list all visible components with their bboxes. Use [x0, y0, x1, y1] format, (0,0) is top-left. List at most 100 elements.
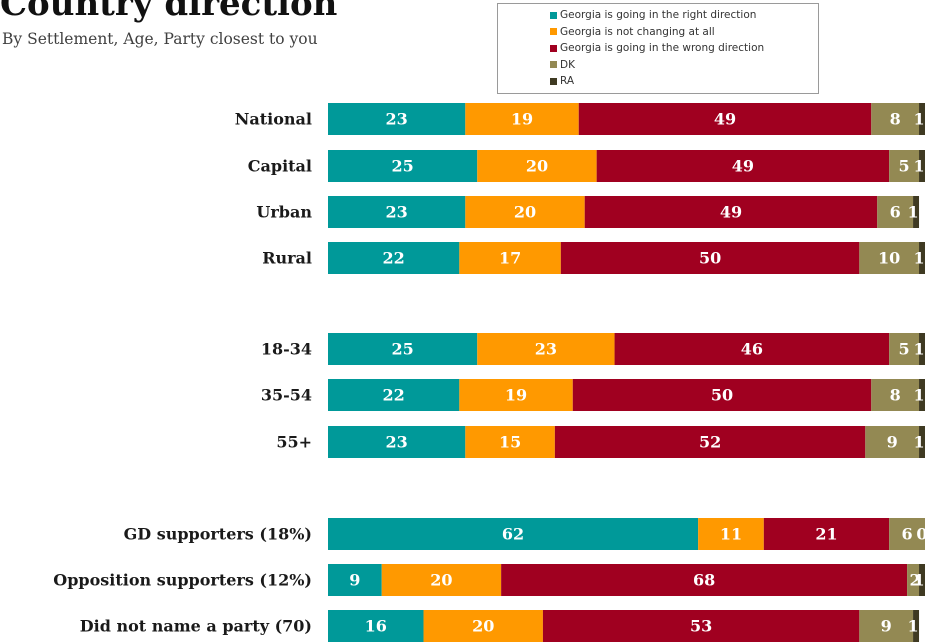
value-label-capital-s1: 20: [526, 157, 548, 176]
value-label-did-not-name-a-party-70-s4: 1: [907, 617, 918, 636]
value-label-35-54-s3: 8: [890, 386, 901, 405]
bar-segment-did-not-name-a-party-70-s0: [328, 610, 424, 642]
value-label-35-54-s0: 22: [383, 386, 405, 405]
legend-swatch-wrong-direction: [550, 44, 557, 52]
bar-segment-35-54-s1: [459, 379, 573, 411]
bar-segment-capital-s2: [596, 150, 890, 182]
value-label-urban-s3: 6: [890, 203, 901, 222]
value-label-opposition-supporters-12-s3: 2: [909, 571, 920, 590]
bar-segment-55-s0: [328, 426, 466, 458]
legend-label-not-changing: Georgia is not changing at all: [560, 25, 715, 38]
bar-segment-35-54-s0: [328, 379, 460, 411]
bar-segment-urban-s4: [913, 196, 920, 228]
legend-item-wrong-direction: Georgia is going in the wrong direction: [550, 40, 818, 57]
legend-swatch-right-direction: [550, 11, 557, 19]
bar-segment-gd-supporters-18-s1: [698, 518, 764, 550]
bar-segment-18-34-s1: [477, 333, 615, 365]
bar-segment-urban-s2: [584, 196, 878, 228]
bar-segment-national-s1: [465, 103, 579, 135]
bar-segment-rural-s4: [919, 242, 925, 274]
bar-segment-rural-s3: [859, 242, 920, 274]
value-label-opposition-supporters-12-s2: 68: [693, 571, 715, 590]
value-label-18-34-s2: 46: [741, 340, 763, 359]
value-label-national-s4: 1: [913, 110, 924, 129]
bar-segment-18-34-s2: [614, 333, 890, 365]
value-label-urban-s4: 1: [907, 203, 918, 222]
bar-segment-national-s4: [919, 103, 925, 135]
value-label-gd-supporters-18-s2: 21: [815, 525, 837, 544]
value-label-capital-s0: 25: [391, 157, 413, 176]
value-label-55-s4: 1: [913, 433, 924, 452]
legend-item-dk: DK: [550, 57, 818, 74]
legend-label-right-direction: Georgia is going in the right direction: [560, 9, 757, 21]
chart-subtitle: By Settlement, Age, Party closest to you: [2, 30, 318, 48]
value-label-urban-s2: 49: [720, 203, 742, 222]
legend-label-ra: RA: [560, 75, 575, 87]
value-label-gd-supporters-18-s4: 0: [916, 525, 927, 544]
value-label-national-s1: 19: [511, 110, 533, 129]
value-label-55-s2: 52: [699, 433, 721, 452]
value-label-opposition-supporters-12-s4: 1: [913, 571, 924, 590]
bar-segment-did-not-name-a-party-70-s2: [542, 610, 860, 642]
value-label-national-s3: 8: [890, 110, 901, 129]
bar-segment-did-not-name-a-party-70-s1: [423, 610, 543, 642]
value-label-opposition-supporters-12-s0: 9: [349, 571, 360, 590]
bar-segment-gd-supporters-18-s0: [328, 518, 699, 550]
legend-swatch-not-changing: [550, 28, 557, 36]
chart-title: Country direction: [0, 0, 338, 24]
category-label-capital: Capital: [248, 157, 312, 176]
bar-segment-capital-s4: [919, 150, 925, 182]
value-label-18-34-s3: 5: [899, 340, 910, 359]
bar-segment-national-s3: [871, 103, 920, 135]
value-label-national-s2: 49: [714, 110, 736, 129]
bar-segment-capital-s1: [477, 150, 597, 182]
bar-segment-35-54-s2: [572, 379, 872, 411]
value-label-35-54-s4: 1: [913, 386, 924, 405]
value-label-capital-s3: 5: [899, 157, 910, 176]
value-label-55-s1: 15: [499, 433, 521, 452]
value-label-capital-s4: 1: [913, 157, 924, 176]
category-label-opposition-supporters-12: Opposition supporters (12%): [53, 571, 312, 590]
bar-segment-national-s0: [328, 103, 466, 135]
value-label-18-34-s4: 1: [913, 340, 924, 359]
bar-segment-35-54-s4: [919, 379, 925, 411]
bar-segment-did-not-name-a-party-70-s3: [859, 610, 914, 642]
value-label-gd-supporters-18-s1: 11: [720, 525, 742, 544]
value-label-national-s0: 23: [386, 110, 408, 129]
bar-segment-rural-s0: [328, 242, 460, 274]
value-label-55-s3: 9: [887, 433, 898, 452]
value-label-gd-supporters-18-s3: 6: [902, 525, 913, 544]
legend-label-wrong-direction: Georgia is going in the wrong direction: [560, 42, 765, 54]
value-label-18-34-s0: 25: [391, 340, 413, 359]
value-label-urban-s0: 23: [386, 203, 408, 222]
bar-segment-capital-s0: [328, 150, 478, 182]
value-label-opposition-supporters-12-s1: 20: [430, 571, 452, 590]
value-label-did-not-name-a-party-70-s1: 20: [472, 617, 494, 636]
value-label-rural-s3: 10: [878, 249, 900, 268]
bar-segment-gd-supporters-18-s2: [763, 518, 890, 550]
bar-segment-55-s1: [465, 426, 555, 458]
legend-label-dk: DK: [560, 58, 575, 71]
value-label-capital-s2: 49: [732, 157, 754, 176]
bar-segment-national-s2: [578, 103, 872, 135]
bar-segment-did-not-name-a-party-70-s4: [913, 610, 920, 642]
legend-item-not-changing: Georgia is not changing at all: [550, 24, 818, 41]
value-label-35-54-s1: 19: [505, 386, 527, 405]
category-label-55: 55+: [276, 433, 312, 452]
value-label-rural-s1: 17: [499, 249, 521, 268]
bar-segment-urban-s3: [877, 196, 914, 228]
bar-segment-opposition-supporters-12-s2: [501, 564, 908, 596]
chart-legend: Georgia is going in the right direction …: [497, 3, 819, 94]
value-label-18-34-s1: 23: [535, 340, 557, 359]
bar-segment-capital-s3: [889, 150, 920, 182]
category-label-gd-supporters-18: GD supporters (18%): [124, 525, 312, 544]
value-label-rural-s0: 22: [383, 249, 405, 268]
bar-segment-urban-s0: [328, 196, 466, 228]
bar-segment-gd-supporters-18-s3: [889, 518, 925, 550]
value-label-55-s0: 23: [386, 433, 408, 452]
bar-segment-urban-s1: [465, 196, 585, 228]
legend-swatch-dk: [550, 61, 557, 69]
value-label-did-not-name-a-party-70-s3: 9: [881, 617, 892, 636]
value-label-did-not-name-a-party-70-s0: 16: [365, 617, 387, 636]
